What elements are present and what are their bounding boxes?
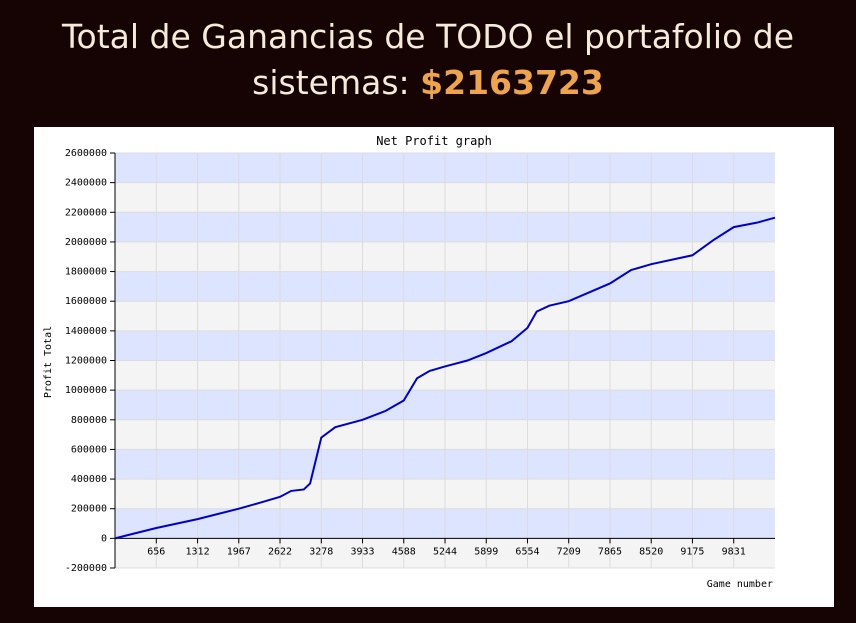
y-tick-label: 1000000 <box>65 385 107 396</box>
y-tick-label: 2400000 <box>65 178 107 189</box>
x-tick-label: 6554 <box>515 546 539 557</box>
y-tick-label: 0 <box>101 533 107 544</box>
y-tick-label: 2200000 <box>65 207 107 218</box>
x-tick-label: 9175 <box>680 546 704 557</box>
x-tick-label: 5244 <box>433 546 457 557</box>
y-tick-label: 1400000 <box>65 326 107 337</box>
y-axis-label: Profit Total <box>43 326 54 398</box>
x-tick-label: 9831 <box>722 546 746 557</box>
x-tick-label: 1312 <box>186 546 210 557</box>
y-tick-label: 1600000 <box>65 296 107 307</box>
x-tick-label: 5899 <box>474 546 498 557</box>
x-tick-label: 8520 <box>639 546 663 557</box>
y-tick-label: 2600000 <box>65 148 107 159</box>
y-tick-label: 1200000 <box>65 356 107 367</box>
y-tick-label: 1800000 <box>65 267 107 278</box>
x-tick-label: 3278 <box>309 546 333 557</box>
y-tick-label: 800000 <box>71 415 107 426</box>
y-tick-label: 400000 <box>71 474 107 485</box>
x-tick-label: 3933 <box>350 546 374 557</box>
x-tick-label: 7209 <box>557 546 581 557</box>
header-text: Total de Ganancias de TODO el portafolio… <box>61 17 794 102</box>
y-tick-label: 600000 <box>71 444 107 455</box>
x-tick-label: 1967 <box>227 546 251 557</box>
header-amount: $2163723 <box>420 63 604 102</box>
x-tick-label: 2622 <box>268 546 292 557</box>
x-tick-label: 4588 <box>392 546 416 557</box>
chart-title: Net Profit graph <box>376 134 492 148</box>
x-axis-label: Game number <box>707 579 773 590</box>
x-tick-label: 656 <box>147 546 165 557</box>
line <box>114 216 776 540</box>
x-tick-label: 7865 <box>598 546 622 557</box>
y-tick-label: -200000 <box>65 563 107 574</box>
header: Total de Ganancias de TODO el portafolio… <box>0 14 856 106</box>
y-tick-label: 200000 <box>71 504 107 515</box>
y-tick-label: 2000000 <box>65 237 107 248</box>
chart: Net Profit graph Game number Profit Tota… <box>34 127 834 607</box>
